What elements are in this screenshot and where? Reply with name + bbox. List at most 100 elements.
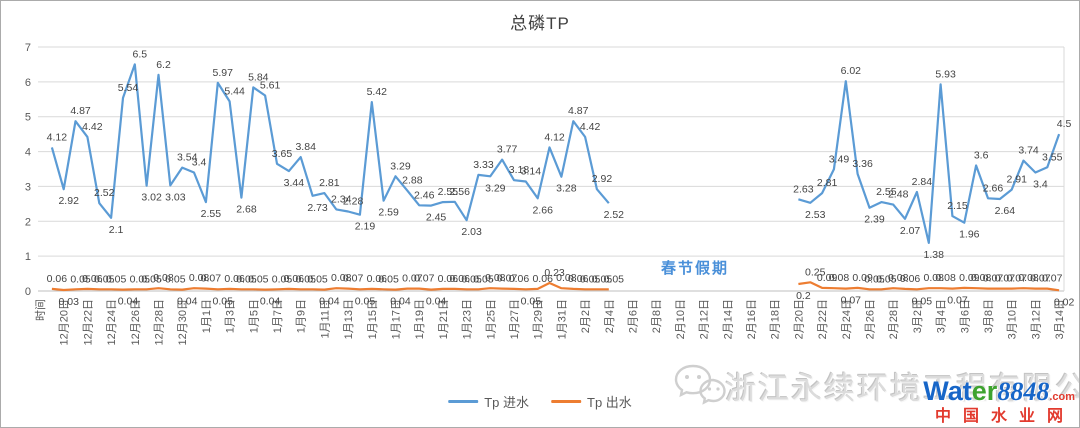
data-label: 5.61 <box>260 79 281 91</box>
data-label: 0.06 <box>532 273 553 285</box>
legend-item-outflow: Tp 出水 <box>551 392 632 411</box>
inflow-data-labels: 4.12 2.92 4.87 4.42 2.52 2.1 5.54 6.5 3.02 6.2 3.0… <box>47 48 1072 260</box>
data-label: 0.05 <box>461 273 482 285</box>
data-label: 3.28 <box>556 183 577 195</box>
data-label: 2.55 <box>438 186 459 198</box>
x-axis-tick-label: 2月6日 <box>628 299 640 333</box>
data-label: 0.06 <box>900 273 921 285</box>
data-label: 0.05 <box>130 273 151 285</box>
data-label: 0.08 <box>829 272 850 284</box>
x-axis-tick-label: 12月26日 <box>130 299 142 345</box>
watermark-site-name: 中国水业网 <box>934 408 1075 425</box>
x-axis-tick-label: 1月13日 <box>343 299 355 339</box>
data-label: 4.42 <box>580 121 601 133</box>
data-label: 5.97 <box>213 67 234 79</box>
outflow-series-line <box>51 281 1060 292</box>
data-label: 0.07 <box>841 295 862 307</box>
data-label: 0.07 <box>402 273 423 285</box>
y-axis-tick-label: 6 <box>25 77 31 89</box>
data-label: 2.55 <box>201 208 222 220</box>
series-path <box>51 281 609 292</box>
water8848-logo: Water8848.com 中国水业网 <box>923 378 1075 425</box>
x-axis-tick-label: 2月16日 <box>746 299 758 339</box>
gridlines <box>38 46 1065 292</box>
x-axis-tick-label: 1月9日 <box>296 299 308 333</box>
data-label: 2.92 <box>592 173 613 185</box>
data-label: 0.05 <box>248 273 269 285</box>
x-axis-tick-label: 1月25日 <box>485 299 497 339</box>
x-axis-tick-label: 3月14日 <box>1054 299 1066 339</box>
logo-text-wat: Wat <box>923 376 972 406</box>
x-axis-tick-label: 2月22日 <box>817 299 829 339</box>
data-label: 2.1 <box>109 224 124 236</box>
data-label: 3.33 <box>473 159 494 171</box>
data-label: 0.08 <box>331 272 352 284</box>
data-label: 0.04 <box>426 296 447 308</box>
outflow-data-labels: 0.060.030.050.060.050.050.040.050.050.08… <box>47 266 1075 308</box>
data-label: 0.05 <box>912 295 933 307</box>
x-axis-tick-label: 3月10日 <box>1007 299 1019 339</box>
data-label: 0.07 <box>947 295 968 307</box>
data-label: 3.6 <box>974 150 989 162</box>
watermark-company-name: 浙江永续环境工程有限公司 <box>725 371 1079 406</box>
data-label: 0.02 <box>1054 296 1075 308</box>
data-label: 0.05 <box>70 273 91 285</box>
data-label: 2.73 <box>307 202 328 214</box>
data-label: 0.09 <box>817 272 838 284</box>
inflow-series-line <box>50 63 1061 244</box>
data-label: 5.84 <box>248 71 269 83</box>
x-axis-tick-label: 1月1日 <box>201 299 213 333</box>
data-label: 2.88 <box>402 175 423 187</box>
data-label: 2.48 <box>888 189 909 201</box>
x-axis-tick-label: 2月12日 <box>699 299 711 339</box>
x-axis-tick-label: 3月12日 <box>1030 299 1042 339</box>
data-label: 0.07 <box>414 273 435 285</box>
data-label: 0.06 <box>568 273 589 285</box>
inflow-line-swatch-icon <box>448 400 479 403</box>
data-label: 0.07 <box>983 273 1004 285</box>
data-label: 3.54 <box>177 152 198 164</box>
data-label: 0.07 <box>201 273 222 285</box>
data-label: 2.81 <box>817 177 838 189</box>
data-label: 0.25 <box>805 266 826 278</box>
data-label: 4.42 <box>82 121 103 133</box>
x-axis-tick-label: 3月8日 <box>983 299 995 333</box>
data-label: 0.05 <box>94 273 115 285</box>
data-label: 0.05 <box>106 273 127 285</box>
data-label: 6.02 <box>841 65 862 77</box>
data-label: 0.05 <box>165 273 186 285</box>
data-label: 0.07 <box>1030 273 1051 285</box>
data-label: 3.84 <box>295 141 316 153</box>
data-label: 0.09 <box>959 272 980 284</box>
data-label: 0.05 <box>272 273 293 285</box>
data-label: 2.53 <box>805 209 826 221</box>
outflow-line-swatch-icon <box>551 400 581 403</box>
data-label: 0.07 <box>995 273 1016 285</box>
wechat-logo-icon <box>674 364 726 405</box>
x-axis-tick-label: 2月2日 <box>580 299 592 333</box>
data-label: 0.08 <box>924 272 945 284</box>
data-label: 2.46 <box>414 189 435 201</box>
data-label: 2.34 <box>331 193 352 205</box>
data-label: 0.04 <box>177 296 198 308</box>
x-axis-tick-label: 2月28日 <box>888 299 900 339</box>
data-label: 0.05 <box>864 273 885 285</box>
data-label: 2.28 <box>343 196 364 208</box>
data-label: 0.08 <box>935 272 956 284</box>
data-label: 3.74 <box>1018 145 1039 157</box>
data-label: 3.18 <box>509 164 530 176</box>
data-label: 2.52 <box>604 209 625 221</box>
data-label: 2.63 <box>793 183 814 195</box>
data-label: 6.2 <box>156 59 171 71</box>
x-axis-tick-label: 2月18日 <box>770 299 782 339</box>
data-label: 2.52 <box>94 187 115 199</box>
data-label: 0.07 <box>497 273 518 285</box>
data-label: 2.81 <box>319 177 340 189</box>
data-label: 0.06 <box>82 273 103 285</box>
data-label: 4.12 <box>544 131 565 143</box>
x-axis-tick-label: 2月10日 <box>675 299 687 339</box>
x-axis-tick-label: 1月31日 <box>556 299 568 339</box>
data-label: 3.49 <box>829 153 850 165</box>
data-label: 2.66 <box>532 204 553 216</box>
series-path <box>798 80 1061 244</box>
